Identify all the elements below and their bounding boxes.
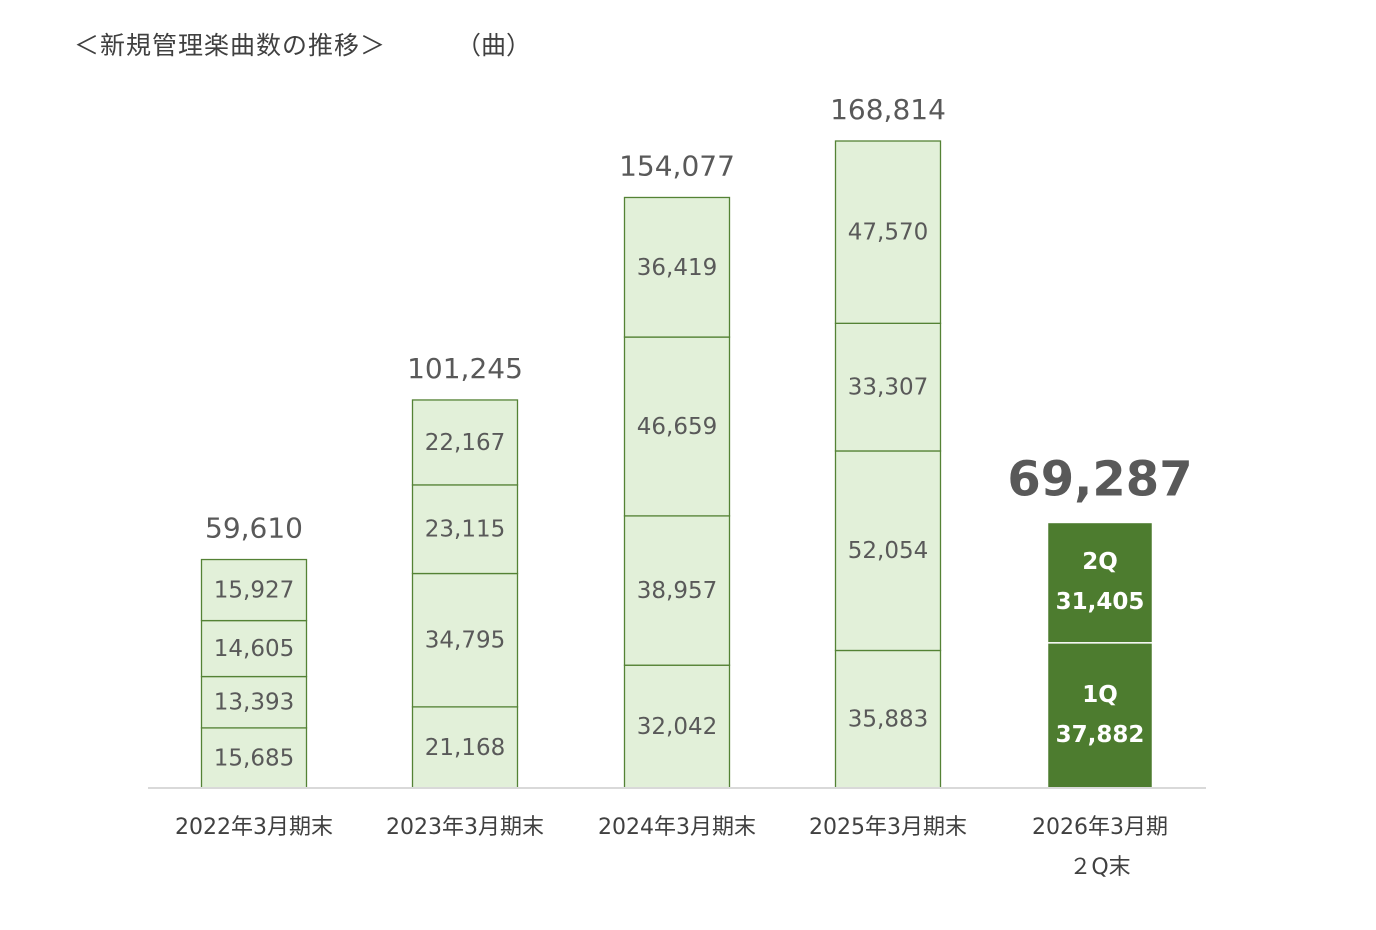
category-label-line: 2022年3月期末 xyxy=(175,815,333,840)
bar-total-label: 168,814 xyxy=(830,93,946,126)
segment-value-label: 32,042 xyxy=(637,714,717,740)
category-label-line: 2025年3月期末 xyxy=(809,815,967,840)
segment-quarter-label: 1Q xyxy=(1082,682,1118,708)
bar-segment xyxy=(834,450,942,652)
bar-total-label: 101,245 xyxy=(407,352,523,385)
segment-value-label: 37,882 xyxy=(1056,722,1145,748)
segment-value-label: 46,659 xyxy=(637,414,717,440)
bar-segment xyxy=(411,706,519,789)
bar-total-label: 69,287 xyxy=(1007,451,1192,507)
category-label: 2025年3月期末 xyxy=(778,808,998,848)
segment-value-label: 31,405 xyxy=(1056,589,1145,615)
bar-segment xyxy=(200,675,308,729)
category-label-line: 2026年3月期 xyxy=(1032,815,1168,840)
category-label-line: ２Q末 xyxy=(1069,855,1131,880)
bar-segment xyxy=(834,140,942,324)
unit-label: （曲） xyxy=(456,31,532,60)
segment-value-label: 47,570 xyxy=(848,220,928,246)
chart-title: ＜新規管理楽曲数の推移＞ xyxy=(74,31,387,60)
bar-total-label: 154,077 xyxy=(619,149,735,182)
segment-value-label: 15,685 xyxy=(214,745,294,771)
bar-segment xyxy=(834,322,942,452)
category-label: 2024年3月期末 xyxy=(567,808,787,848)
segment-value-label: 38,957 xyxy=(637,578,717,604)
segment-value-label: 52,054 xyxy=(848,538,928,564)
segment-value-label: 36,419 xyxy=(637,255,717,281)
bar-segment xyxy=(411,399,519,486)
bar-segment xyxy=(623,515,731,666)
bar-segment xyxy=(834,649,942,789)
segment-value-label: 22,167 xyxy=(425,430,505,456)
category-label: 2026年3月期 ２Q末 xyxy=(990,808,1210,888)
bar-segment xyxy=(623,336,731,517)
segment-value-label: 15,927 xyxy=(214,578,294,604)
bar-segment xyxy=(623,196,731,338)
category-label: 2023年3月期末 xyxy=(355,808,575,848)
bar-segment xyxy=(411,484,519,575)
category-label-line: 2024年3月期末 xyxy=(598,815,756,840)
segment-value-label: 35,883 xyxy=(848,707,928,733)
segment-value-label: 23,115 xyxy=(425,517,505,543)
segment-value-label: 13,393 xyxy=(214,690,294,716)
segment-quarter-label: 2Q xyxy=(1082,549,1118,575)
category-label-line: 2023年3月期末 xyxy=(386,815,544,840)
bar-segment xyxy=(200,558,308,622)
bar-segment xyxy=(1046,521,1154,644)
bar-segment xyxy=(411,572,519,708)
bar-segment xyxy=(200,619,308,678)
bar-total-label: 59,610 xyxy=(205,512,303,545)
segment-value-label: 33,307 xyxy=(848,375,928,401)
segment-value-label: 14,605 xyxy=(214,636,294,662)
category-label: 2022年3月期末 xyxy=(144,808,364,848)
bar-segment xyxy=(1046,642,1154,789)
segment-value-label: 21,168 xyxy=(425,735,505,761)
segment-value-label: 34,795 xyxy=(425,628,505,654)
